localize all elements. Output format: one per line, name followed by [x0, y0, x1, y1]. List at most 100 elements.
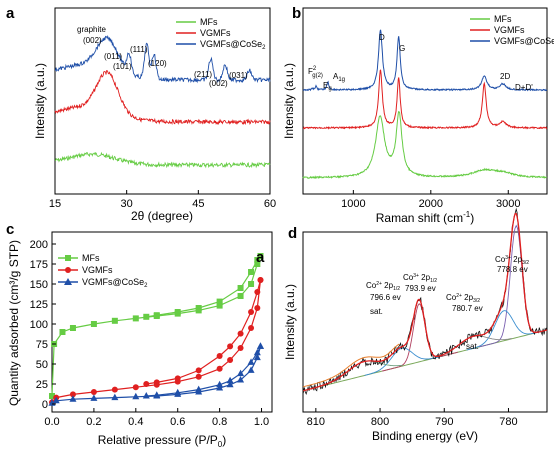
c-point-MFs-adsorption-3 [69, 325, 76, 331]
c-yticklabel-175: 175 [30, 259, 48, 271]
panel-b-ticks: 1000 2000 3000 [341, 190, 521, 210]
c-point-MFs-desorption-1 [254, 257, 261, 263]
panel-a-xlabel: 2θ (degree) [131, 209, 193, 223]
c-point-MFs-adsorption-0 [49, 393, 55, 399]
svg-text:Co3+ 2p1/2: Co3+ 2p1/2 [403, 273, 437, 284]
c-point-MFs-adsorption-2 [59, 329, 66, 335]
c-x-ticklabel-0.2: 0.2 [86, 416, 101, 428]
c-point-VGMFs@CoSe2-adsorption-3 [90, 394, 98, 401]
svg-text:780.7 ev: 780.7 ev [452, 304, 483, 313]
b-curve-MFs [302, 110, 548, 180]
panel-d-frame [302, 231, 548, 413]
c-point-MFs-adsorption-10 [216, 302, 223, 309]
svg-text:796.6 ev: 796.6 ev [370, 293, 401, 302]
c-point-MFs-desorption-5 [195, 305, 202, 311]
c-point-VGMFs-adsorption-8 [195, 373, 202, 380]
c-yticklabel-125: 125 [30, 299, 48, 311]
panel-d-ticks: 810 800 790 780 [307, 408, 518, 428]
d-component-4 [364, 347, 441, 376]
c-x-ticklabel-0.6: 0.6 [170, 416, 185, 428]
c-point-VGMFs@CoSe2-adsorption-12 [247, 366, 255, 373]
c-point-MFs-adsorption-13 [254, 261, 261, 267]
c-point-VGMFs-desorption-9 [143, 381, 150, 387]
c-point-MFs-desorption-3 [237, 285, 244, 291]
c-point-MFs-desorption-6 [174, 309, 181, 315]
c-point-VGMFs-adsorption-13 [254, 305, 261, 311]
a-peak-031: (031) [229, 71, 248, 80]
c-point-VGMFs-desorption-7 [174, 375, 181, 382]
a-curve-MFs [54, 151, 271, 169]
c-point-MFs-desorption-2 [248, 269, 255, 275]
d-annot-co2-2p12: Co2+ 2p1/2 796.6 ev [366, 281, 401, 302]
d-component-5 [326, 360, 403, 385]
svg-text:793.9 ev: 793.9 ev [405, 284, 436, 293]
panel-b: b 1000 2000 3000 Raman shift (cm-1) Intens… [282, 5, 554, 225]
c-line-VGMFs@CoSe2-desorption [146, 346, 262, 397]
panel-c: c 0.0 0.2 0.4 0.6 0.8 1.0 0 25 50 75 100 125 150 175 2… [6, 221, 273, 449]
d-component-3 [381, 303, 458, 372]
panel-d-xlabel: Binding energy (eV) [372, 429, 478, 443]
c-point-VGMFs-adsorption-10 [227, 357, 234, 363]
panel-a-legend: MFs VGMFs VGMFs@CoSe2 [176, 17, 266, 51]
svg-text:Co3+ 2p3/2: Co3+ 2p3/2 [495, 255, 529, 266]
a-curve-VGMFs [54, 70, 271, 126]
b-x-ticklabel-1000: 1000 [341, 198, 365, 210]
a-x-ticklabel-30: 30 [121, 198, 133, 210]
svg-text:Co2+ 2p3/2: Co2+ 2p3/2 [446, 293, 480, 304]
a-peak-211: (211) [194, 70, 212, 79]
a-graphite-label: graphite [77, 25, 106, 34]
d-annot-co3-2p32: Co3+ 2p3/2 778.8 ev [495, 255, 529, 274]
d-annot-sat-1: sat. [466, 342, 479, 351]
c-x-ticklabel-0.8: 0.8 [212, 416, 227, 428]
c-point-VGMFs-adsorption-4 [111, 386, 118, 393]
panel-b-xlabel: Raman shift (cm-1) [376, 210, 474, 225]
c-point-VGMFs-desorption-1 [254, 289, 261, 295]
panel-a-ticks: 15 30 45 60 [49, 190, 276, 210]
c-legend-mfs: MFs [82, 253, 100, 263]
svg-text:778.8 ev: 778.8 ev [497, 265, 528, 274]
a-peak-120: (120) [148, 59, 167, 68]
c-point-VGMFs@CoSe2-adsorption-4 [111, 393, 119, 401]
b-x-ticklabel-3000: 3000 [496, 198, 520, 210]
d-x-ticklabel-790: 790 [435, 416, 453, 428]
c-point-MFs-adsorption-5 [111, 317, 118, 324]
a-legend-vgmfs: VGMFs [200, 28, 231, 38]
panel-c-inner-label: a [256, 249, 265, 266]
c-point-VGMFs@CoSe2-adsorption-10 [226, 380, 234, 388]
c-point-VGMFs@CoSe2-desorption-9 [142, 392, 150, 399]
panel-b-legend: MFs VGMFs VGMFs@CoSe2 [470, 14, 554, 46]
a-x-ticklabel-15: 15 [49, 198, 61, 210]
b-legend-mfs: MFs [494, 14, 512, 24]
b-peak-G: G [399, 44, 405, 53]
c-point-VGMFs-desorption-8 [153, 379, 160, 386]
c-point-VGMFs@CoSe2-desorption-5 [216, 380, 224, 388]
b-peak-A1g: A1g [333, 72, 345, 83]
c-point-MFs-adsorption-6 [132, 315, 139, 322]
panel-c-series [48, 253, 264, 406]
b-peak-Eg: Eg [323, 81, 332, 92]
d-x-ticklabel-780: 780 [499, 416, 517, 428]
c-legend-cose-marker [64, 278, 72, 285]
c-x-ticklabel-0.4: 0.4 [128, 416, 143, 428]
a-x-ticklabel-60: 60 [264, 198, 276, 210]
c-x-ticklabel-1: 1.0 [254, 416, 269, 428]
panel-c-xlabel: Relative pressure (P/P0) [98, 433, 227, 449]
panel-c-ticks: 0.0 0.2 0.4 0.6 0.8 1.0 0 25 50 75 100 125 150 175 200 [30, 239, 270, 428]
c-x-ticklabel-0: 0.0 [44, 416, 59, 428]
panel-b-label: b [292, 5, 301, 22]
b-peak-2D: 2D [500, 72, 510, 81]
a-peak-011: (011) [104, 52, 122, 61]
c-legend-vgmfs: VGMFs [82, 265, 113, 275]
c-point-VGMFs@CoSe2-desorption-8 [153, 391, 161, 398]
a-x-ticklabel-45: 45 [192, 198, 204, 210]
panel-d-ylabel: Intensity (a.u.) [283, 284, 297, 360]
c-point-VGMFs-adsorption-12 [248, 325, 255, 331]
c-point-MFs-desorption-7 [153, 312, 160, 319]
c-point-VGMFs-adsorption-5 [132, 384, 139, 391]
c-yticklabel-75: 75 [36, 339, 48, 351]
panel-a-series [54, 34, 271, 169]
d-raw-data [302, 207, 548, 395]
panel-a-ylabel: Intensity (a.u.) [33, 63, 47, 139]
c-yticklabel-50: 50 [36, 359, 48, 371]
c-yticklabel-100: 100 [30, 319, 48, 331]
